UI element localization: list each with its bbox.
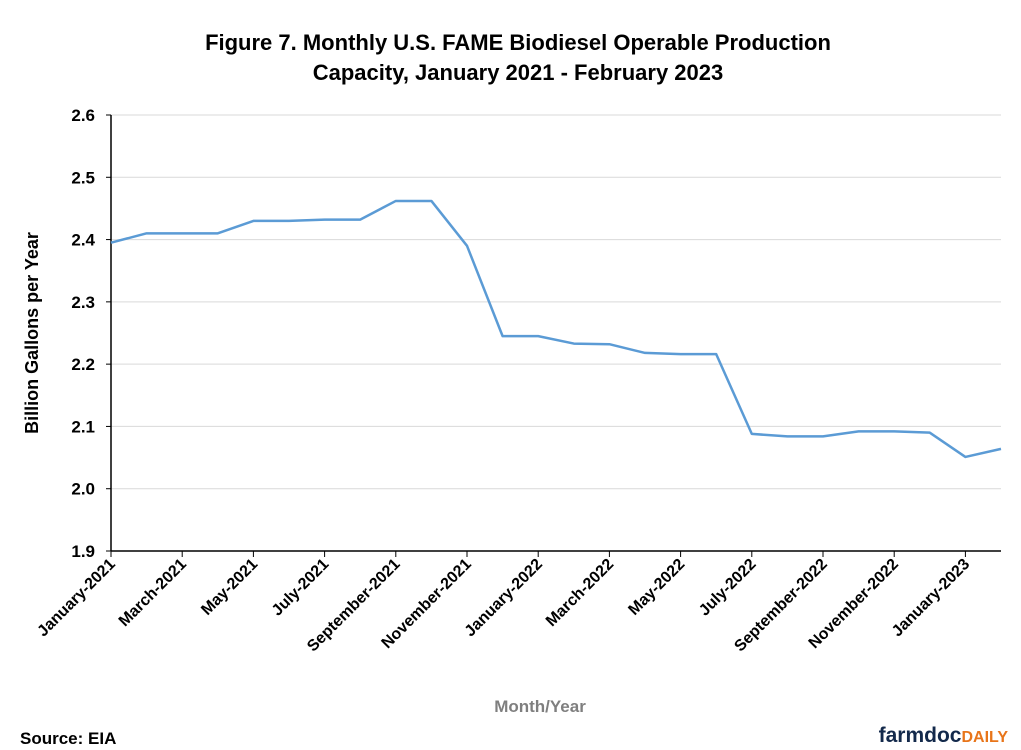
- y-tick-label: 1.9: [71, 542, 95, 561]
- y-tick-label: 2.4: [71, 231, 95, 250]
- x-tick-label: January-2021: [34, 556, 118, 640]
- brand-logo: farmdocDAILY: [879, 724, 1009, 747]
- x-tick-label: July-2021: [269, 556, 333, 620]
- source: Source: EIA: [20, 729, 116, 748]
- chart-title: Figure 7. Monthly U.S. FAME Biodiesel Op…: [205, 30, 831, 55]
- x-axis-label: Month/Year: [494, 697, 586, 716]
- brand-name: farmdoc: [879, 724, 962, 747]
- y-tick-label: 2.2: [71, 355, 95, 374]
- y-tick-label: 2.6: [71, 106, 95, 125]
- y-tick-label: 2.3: [71, 293, 95, 312]
- x-tick-label: May-2022: [625, 556, 688, 619]
- x-tick-label: January-2023: [889, 556, 973, 640]
- x-tick-label: July-2022: [696, 556, 760, 620]
- x-tick-label: March-2022: [543, 556, 617, 630]
- x-tick-label: May-2021: [198, 556, 261, 619]
- y-axis-label: Billion Gallons per Year: [22, 232, 42, 434]
- chart-title: Capacity, January 2021 - February 2023: [313, 60, 723, 85]
- x-tick-label: January-2022: [462, 556, 546, 640]
- brand-suffix: DAILY: [961, 729, 1008, 746]
- y-tick-label: 2.5: [71, 168, 95, 187]
- data-line: [110, 199, 1002, 459]
- x-tick-label: March-2021: [116, 556, 190, 630]
- y-tick-label: 2.0: [71, 480, 95, 499]
- y-tick-label: 2.1: [71, 417, 95, 436]
